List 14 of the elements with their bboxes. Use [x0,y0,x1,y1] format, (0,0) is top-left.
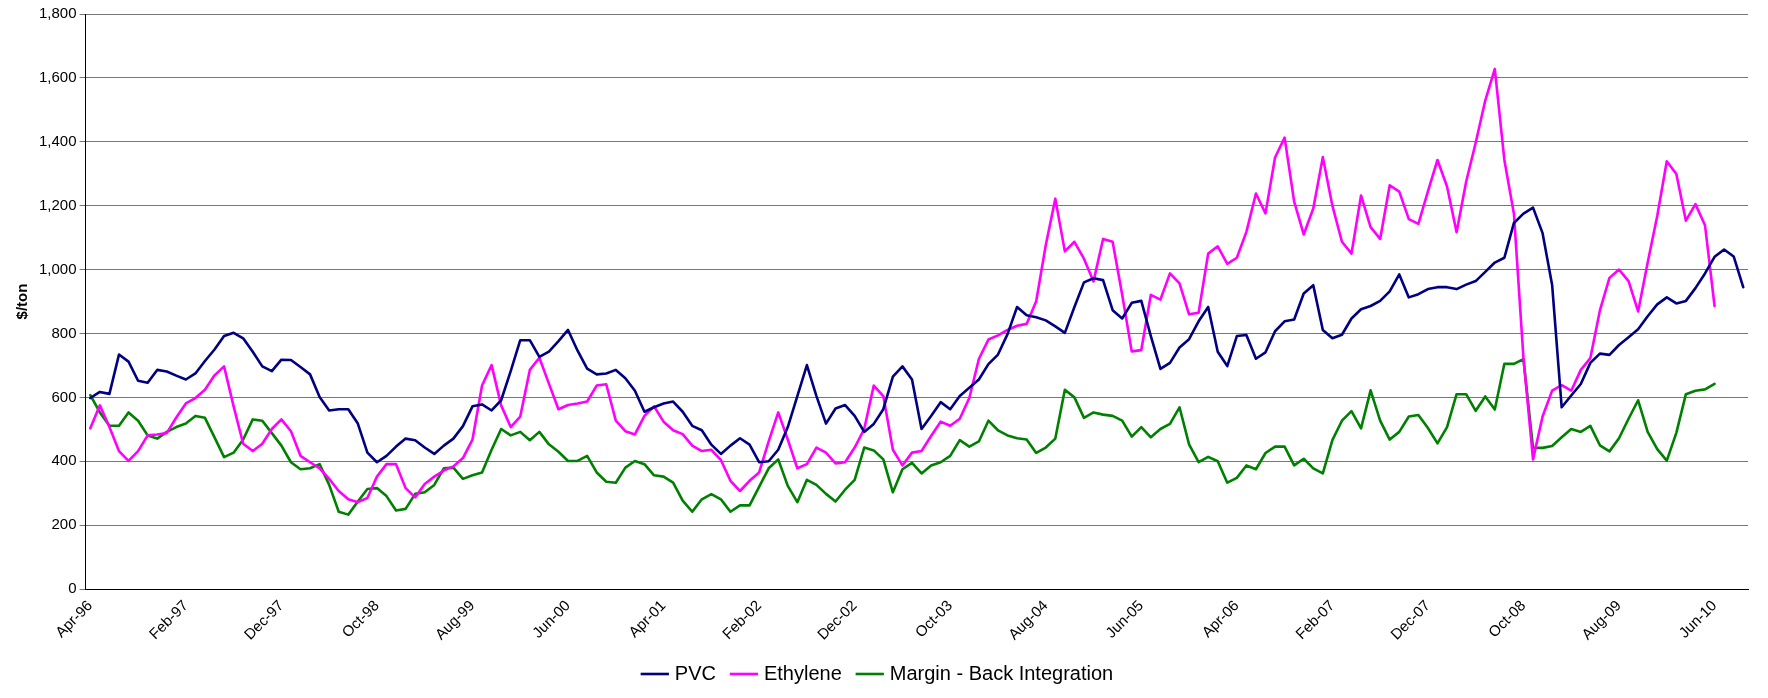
y-tick-label: 1,400 [38,131,77,149]
y-axis-title: $/ton [13,283,31,320]
legend-label: Margin - Back Integration [889,661,1114,684]
y-tick-label: 1,800 [38,4,77,22]
legend-label: Ethylene [763,661,842,684]
y-tick-label: 400 [51,451,77,469]
y-tick-label: 600 [51,387,77,405]
y-tick-label: 0 [68,579,77,597]
y-tick-label: 1,000 [38,259,77,277]
y-tick-label: 800 [51,323,77,341]
y-tick-label: 200 [51,515,77,533]
y-tick-label: 1,600 [38,68,77,86]
y-tick-label: 1,200 [38,195,77,213]
legend-label: PVC [674,661,716,684]
